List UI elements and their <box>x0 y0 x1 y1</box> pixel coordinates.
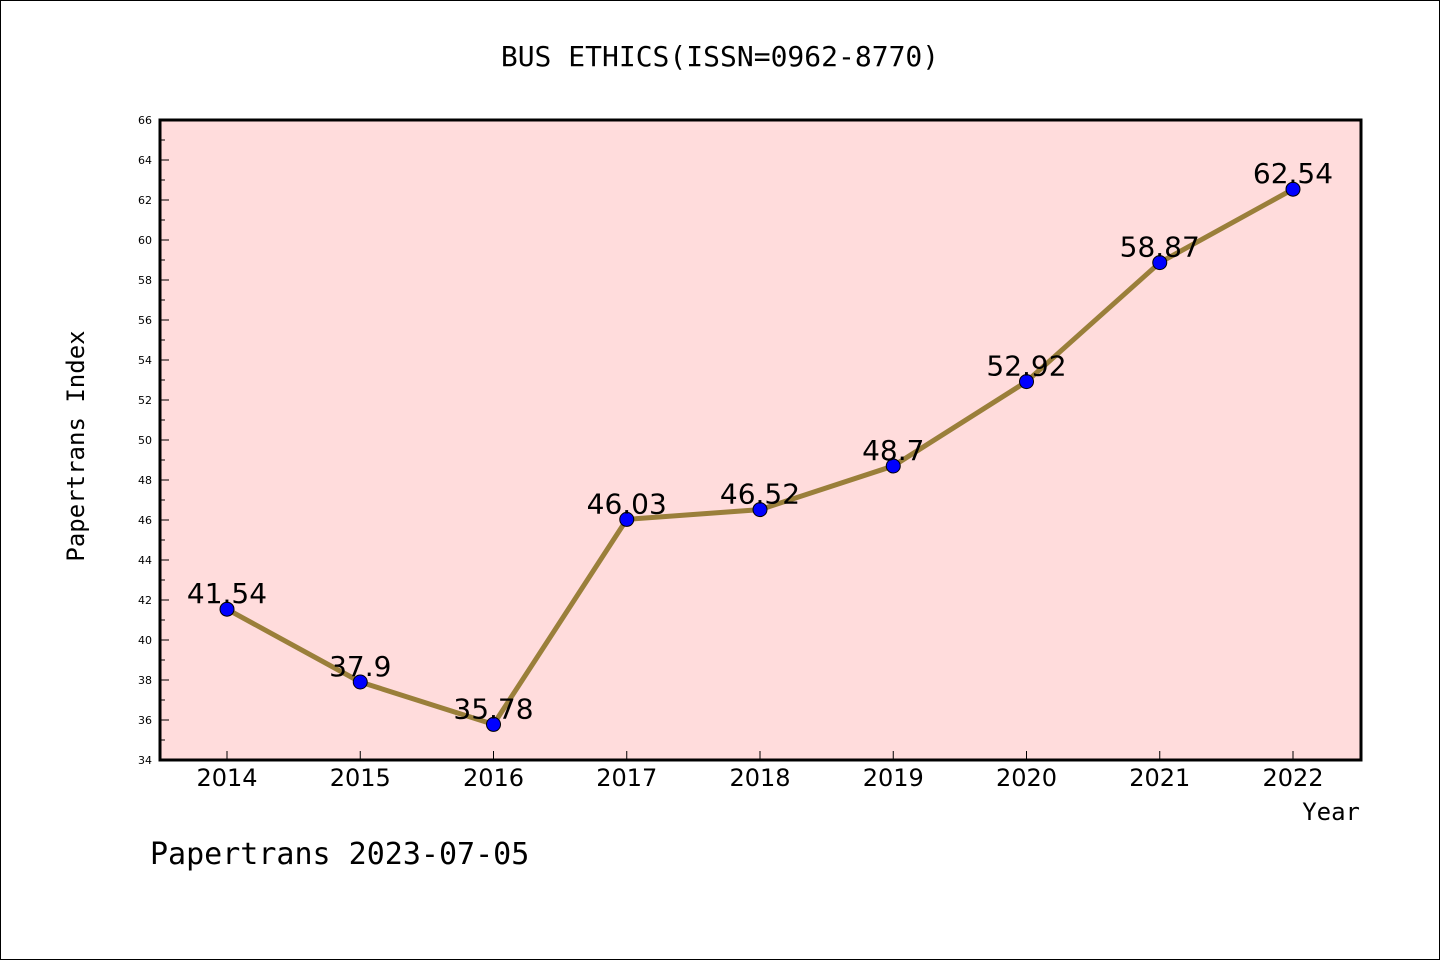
y-tick-label: 34 <box>138 754 152 767</box>
x-tick-label: 2017 <box>596 764 657 792</box>
y-tick-label: 66 <box>138 114 152 127</box>
data-point <box>752 502 768 518</box>
data-label: 41.54 <box>187 577 267 610</box>
x-tick-label: 2020 <box>996 764 1057 792</box>
x-tick-label: 2022 <box>1262 764 1323 792</box>
y-tick-label: 62 <box>138 194 152 207</box>
x-axis: 2014 2015 2016 2017 2018 2019 2020 2021 2022 <box>196 751 1324 792</box>
y-tick-label: 50 <box>138 434 152 447</box>
data-point <box>619 511 635 527</box>
y-tick-label: 60 <box>138 234 152 247</box>
chart-title: BUS ETHICS(ISSN=0962-8770) <box>501 40 939 73</box>
data-label: 58.87 <box>1120 231 1200 264</box>
data-label: 46.52 <box>720 478 800 511</box>
y-tick-label: 38 <box>138 674 152 687</box>
data-point <box>1019 374 1034 390</box>
data-point <box>1152 255 1168 271</box>
data-label: 62.54 <box>1253 157 1333 190</box>
data-labels: 41.54 37.9 35.78 46.03 46.52 48.7 52.92 58.87 62… <box>187 157 1333 725</box>
y-axis-label: Papertrans Index <box>62 330 90 561</box>
x-axis-label: Year <box>1302 798 1360 826</box>
x-tick-label: 2014 <box>196 764 257 792</box>
y-tick-label: 40 <box>138 634 152 647</box>
data-point <box>219 601 235 617</box>
y-tick-label: 46 <box>138 514 152 527</box>
y-tick-label: 42 <box>138 594 152 607</box>
data-label: 37.9 <box>329 650 391 683</box>
y-tick-label: 36 <box>138 714 152 727</box>
y-tick-label: 54 <box>138 354 152 367</box>
y-tick-label: 44 <box>138 554 152 567</box>
series-line <box>219 181 1301 732</box>
y-tick-label: 64 <box>138 154 152 167</box>
data-point <box>352 674 368 690</box>
data-point <box>885 458 901 474</box>
data-label: 48.7 <box>862 434 924 467</box>
x-tick-label: 2019 <box>863 764 924 792</box>
data-point <box>486 716 501 732</box>
x-tick-label: 2021 <box>1129 764 1190 792</box>
y-tick-label: 52 <box>138 394 152 407</box>
y-tick-label: 56 <box>138 314 152 327</box>
data-label: 52.92 <box>986 350 1066 383</box>
x-tick-label: 2015 <box>330 764 391 792</box>
x-tick-label: 2018 <box>729 764 790 792</box>
x-tick-label: 2016 <box>463 764 524 792</box>
y-tick-label: 48 <box>138 474 152 487</box>
footer-text: Papertrans 2023-07-05 <box>150 837 529 872</box>
data-label: 46.03 <box>587 487 667 520</box>
y-axis: 34 36 38 40 42 44 46 48 50 52 54 56 58 60 62 64 66 <box>138 114 169 767</box>
data-label: 35.78 <box>453 692 533 725</box>
y-tick-label: 58 <box>138 274 152 287</box>
data-point <box>1285 181 1301 197</box>
plot-area <box>158 118 1363 762</box>
